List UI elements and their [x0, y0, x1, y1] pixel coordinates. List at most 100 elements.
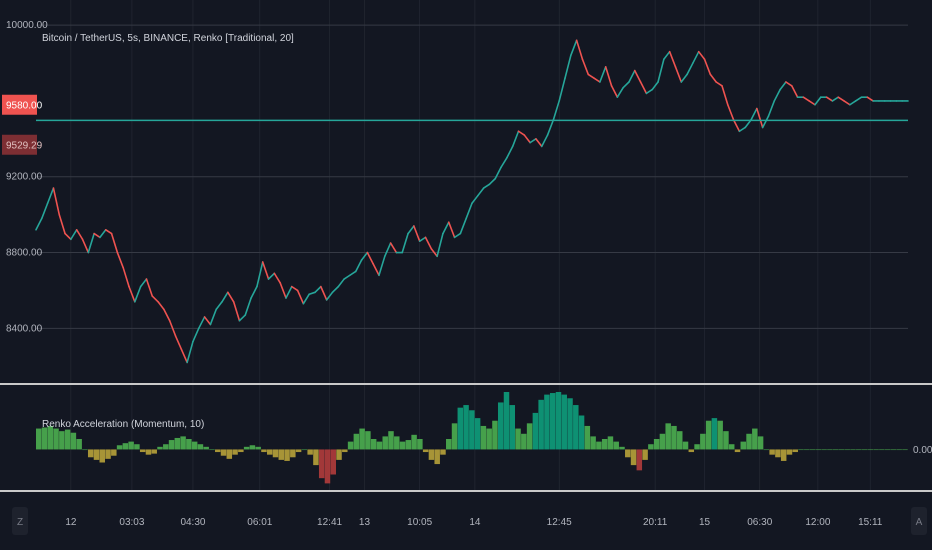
momentum-bar — [405, 440, 412, 450]
momentum-bar — [301, 449, 308, 451]
renko-segment — [535, 138, 543, 148]
momentum-bar — [336, 449, 342, 460]
time-axis-label: 15 — [699, 517, 711, 528]
renko-segment — [442, 221, 450, 235]
renko-segment — [203, 316, 212, 326]
renko-segment — [331, 285, 340, 294]
renko-segment — [587, 73, 595, 80]
momentum-bar — [186, 439, 192, 450]
momentum-bar — [284, 449, 290, 461]
momentum-bar — [105, 449, 111, 459]
momentum-bar — [272, 449, 279, 458]
momentum-bar — [786, 449, 793, 455]
renko-segment — [651, 81, 659, 91]
momentum-bar — [717, 420, 723, 450]
price-tag-label: 9580.00 — [6, 101, 43, 112]
renko-segment — [383, 242, 392, 258]
momentum-bar — [619, 446, 625, 450]
indicator-pane[interactable]: Renko Acceleration (Momentum, 10) 0.00 — [36, 392, 932, 484]
momentum-bar — [428, 449, 435, 460]
renko-segment — [575, 39, 584, 61]
renko-segment — [145, 278, 154, 297]
momentum-bar — [469, 410, 475, 450]
momentum-bar — [694, 444, 700, 450]
momentum-bar — [220, 449, 227, 456]
renko-segment — [802, 96, 810, 102]
renko-segment — [349, 270, 357, 277]
renko-segment — [616, 86, 624, 98]
renko-segment — [639, 81, 648, 95]
time-axis-label: 12 — [65, 517, 77, 528]
left-toggle-button[interactable]: Z — [12, 507, 28, 535]
momentum-bar — [209, 449, 215, 451]
renko-segment — [540, 134, 549, 148]
momentum-bar — [728, 444, 735, 450]
momentum-bar — [648, 444, 654, 450]
renko-segment — [110, 232, 119, 254]
momentum-bar — [440, 449, 446, 455]
momentum-bar — [838, 449, 845, 451]
renko-segment — [128, 285, 136, 303]
renko-segment — [564, 54, 572, 80]
momentum-bar — [746, 433, 752, 450]
price-axis-label: 10000.00 — [6, 20, 48, 31]
renko-segment — [767, 100, 776, 117]
renko-segment — [261, 261, 270, 280]
momentum-bar — [884, 449, 891, 451]
renko-segment — [488, 177, 497, 186]
momentum-bar — [705, 420, 712, 450]
momentum-bar — [497, 402, 504, 450]
momentum-bar — [353, 433, 360, 450]
renko-segment — [471, 194, 479, 205]
momentum-bar — [601, 439, 608, 450]
momentum-bar — [134, 444, 140, 450]
momentum-bar — [480, 425, 487, 450]
renko-segment — [680, 73, 688, 83]
momentum-bar — [723, 431, 729, 450]
momentum-bar — [82, 449, 88, 451]
momentum-bar — [243, 446, 250, 450]
momentum-bar — [197, 444, 204, 450]
renko-segment — [81, 238, 90, 254]
time-axis-label: 15:11 — [858, 517, 883, 528]
momentum-bar — [700, 433, 706, 450]
momentum-bar — [139, 449, 146, 453]
renko-segment — [849, 100, 857, 106]
momentum-bar — [567, 398, 573, 450]
price-pane[interactable]: Bitcoin / TetherUS, 5s, BINANCE, Renko [… — [2, 0, 909, 491]
renko-segment — [250, 285, 258, 299]
renko-segment — [174, 335, 183, 350]
time-axis-label: 12:45 — [547, 517, 572, 528]
renko-segment — [831, 96, 840, 102]
renko-segment — [157, 300, 165, 311]
momentum-bar — [76, 439, 82, 450]
momentum-bar — [359, 428, 365, 450]
renko-segment — [99, 228, 107, 239]
renko-segment — [692, 50, 700, 64]
renko-segment — [209, 308, 218, 326]
renko-segment — [721, 84, 729, 106]
renko-segment — [93, 232, 101, 239]
momentum-bar — [87, 449, 94, 458]
right-toggle-icon: A — [916, 517, 923, 528]
renko-segment — [558, 77, 566, 102]
momentum-bar — [99, 449, 105, 463]
momentum-bar — [844, 449, 850, 451]
renko-segment — [494, 166, 502, 180]
momentum-bar — [682, 441, 689, 450]
renko-segment — [389, 242, 398, 254]
momentum-bar — [215, 449, 221, 453]
renko-segment — [785, 81, 793, 87]
momentum-bar — [544, 394, 550, 450]
right-toggle-button[interactable]: A — [911, 507, 927, 535]
momentum-bar — [659, 433, 666, 450]
renko-segment — [459, 217, 467, 235]
momentum-bar — [59, 431, 65, 450]
momentum-bar — [278, 449, 285, 460]
time-axis[interactable]: 12 03:03 04:30 06:01 12:41 13 10:05 14 12:45 20:1… — [65, 517, 882, 528]
momentum-bar — [318, 449, 325, 479]
renko-segment — [413, 225, 421, 242]
renko-segment — [744, 119, 752, 129]
renko-segment — [645, 88, 654, 95]
